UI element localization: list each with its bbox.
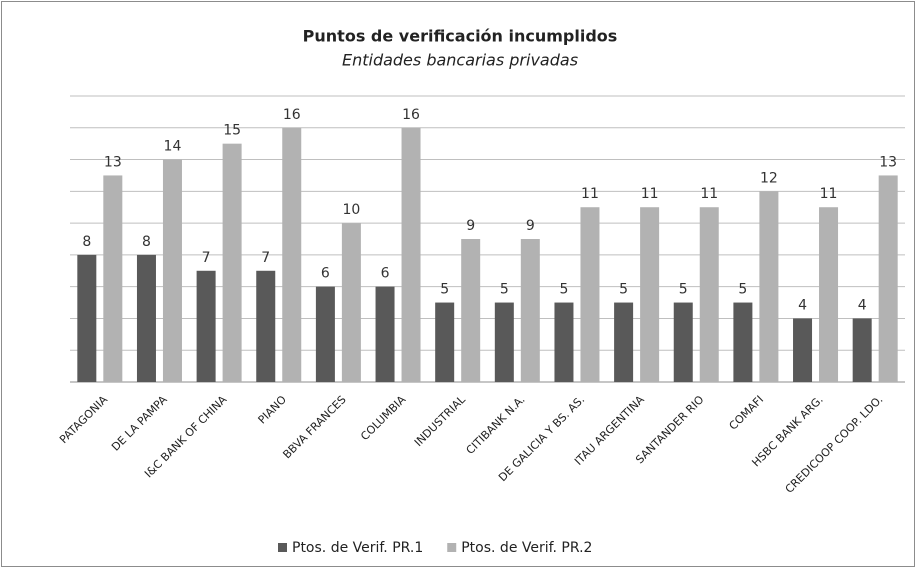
value-label: 5 (679, 282, 688, 298)
value-label: 11 (700, 186, 718, 202)
value-label: 9 (466, 218, 475, 234)
chart-subtitle: Entidades bancarias privadas (342, 51, 578, 70)
bar (640, 207, 660, 382)
bar (494, 302, 514, 382)
bar (520, 239, 540, 382)
bar (222, 143, 242, 382)
bar (793, 318, 813, 382)
bar (256, 270, 276, 382)
bar (554, 302, 574, 382)
bar (733, 302, 753, 382)
value-label: 9 (526, 218, 535, 234)
legend-label: Ptos. de Verif. PR.2 (461, 540, 592, 556)
value-label: 11 (820, 186, 838, 202)
bar (136, 254, 156, 382)
value-label: 8 (82, 234, 91, 250)
value-label: 13 (879, 154, 897, 170)
bar (878, 175, 898, 382)
bar (614, 302, 634, 382)
legend-swatch (278, 543, 287, 552)
bar (852, 318, 872, 382)
value-label: 5 (500, 282, 509, 298)
bar (699, 207, 719, 382)
value-label: 4 (798, 297, 807, 313)
value-label: 13 (104, 154, 122, 170)
value-label: 7 (261, 250, 270, 266)
value-label: 7 (202, 250, 211, 266)
value-label: 5 (440, 282, 449, 298)
bar (461, 239, 481, 382)
value-label: 15 (223, 123, 241, 139)
value-label: 8 (142, 234, 151, 250)
value-label: 6 (321, 266, 330, 282)
bar (282, 127, 302, 383)
legend-swatch (447, 543, 457, 552)
value-label: 4 (858, 297, 867, 313)
value-label: 11 (581, 186, 599, 202)
value-label: 5 (738, 282, 747, 298)
value-label: 6 (381, 266, 390, 282)
chart-title: Puntos de verificación incumplidos (303, 27, 618, 46)
value-label: 14 (164, 139, 182, 155)
bar (162, 159, 182, 382)
bar (315, 286, 335, 382)
value-label: 5 (619, 282, 628, 298)
bar (341, 223, 361, 382)
value-label: 10 (342, 202, 360, 218)
bar (196, 270, 216, 382)
legend-label: Ptos. de Verif. PR.1 (292, 540, 423, 556)
bar (580, 207, 600, 382)
value-label: 11 (641, 186, 659, 202)
bar (103, 175, 123, 382)
bar (759, 191, 779, 382)
bar (77, 254, 97, 382)
bar (401, 127, 421, 383)
value-label: 5 (560, 282, 569, 298)
bar (375, 286, 395, 382)
bar (819, 207, 839, 382)
value-label: 16 (283, 107, 301, 123)
bar (435, 302, 455, 382)
bar (673, 302, 693, 382)
value-label: 12 (760, 170, 778, 186)
value-label: 16 (402, 107, 420, 123)
